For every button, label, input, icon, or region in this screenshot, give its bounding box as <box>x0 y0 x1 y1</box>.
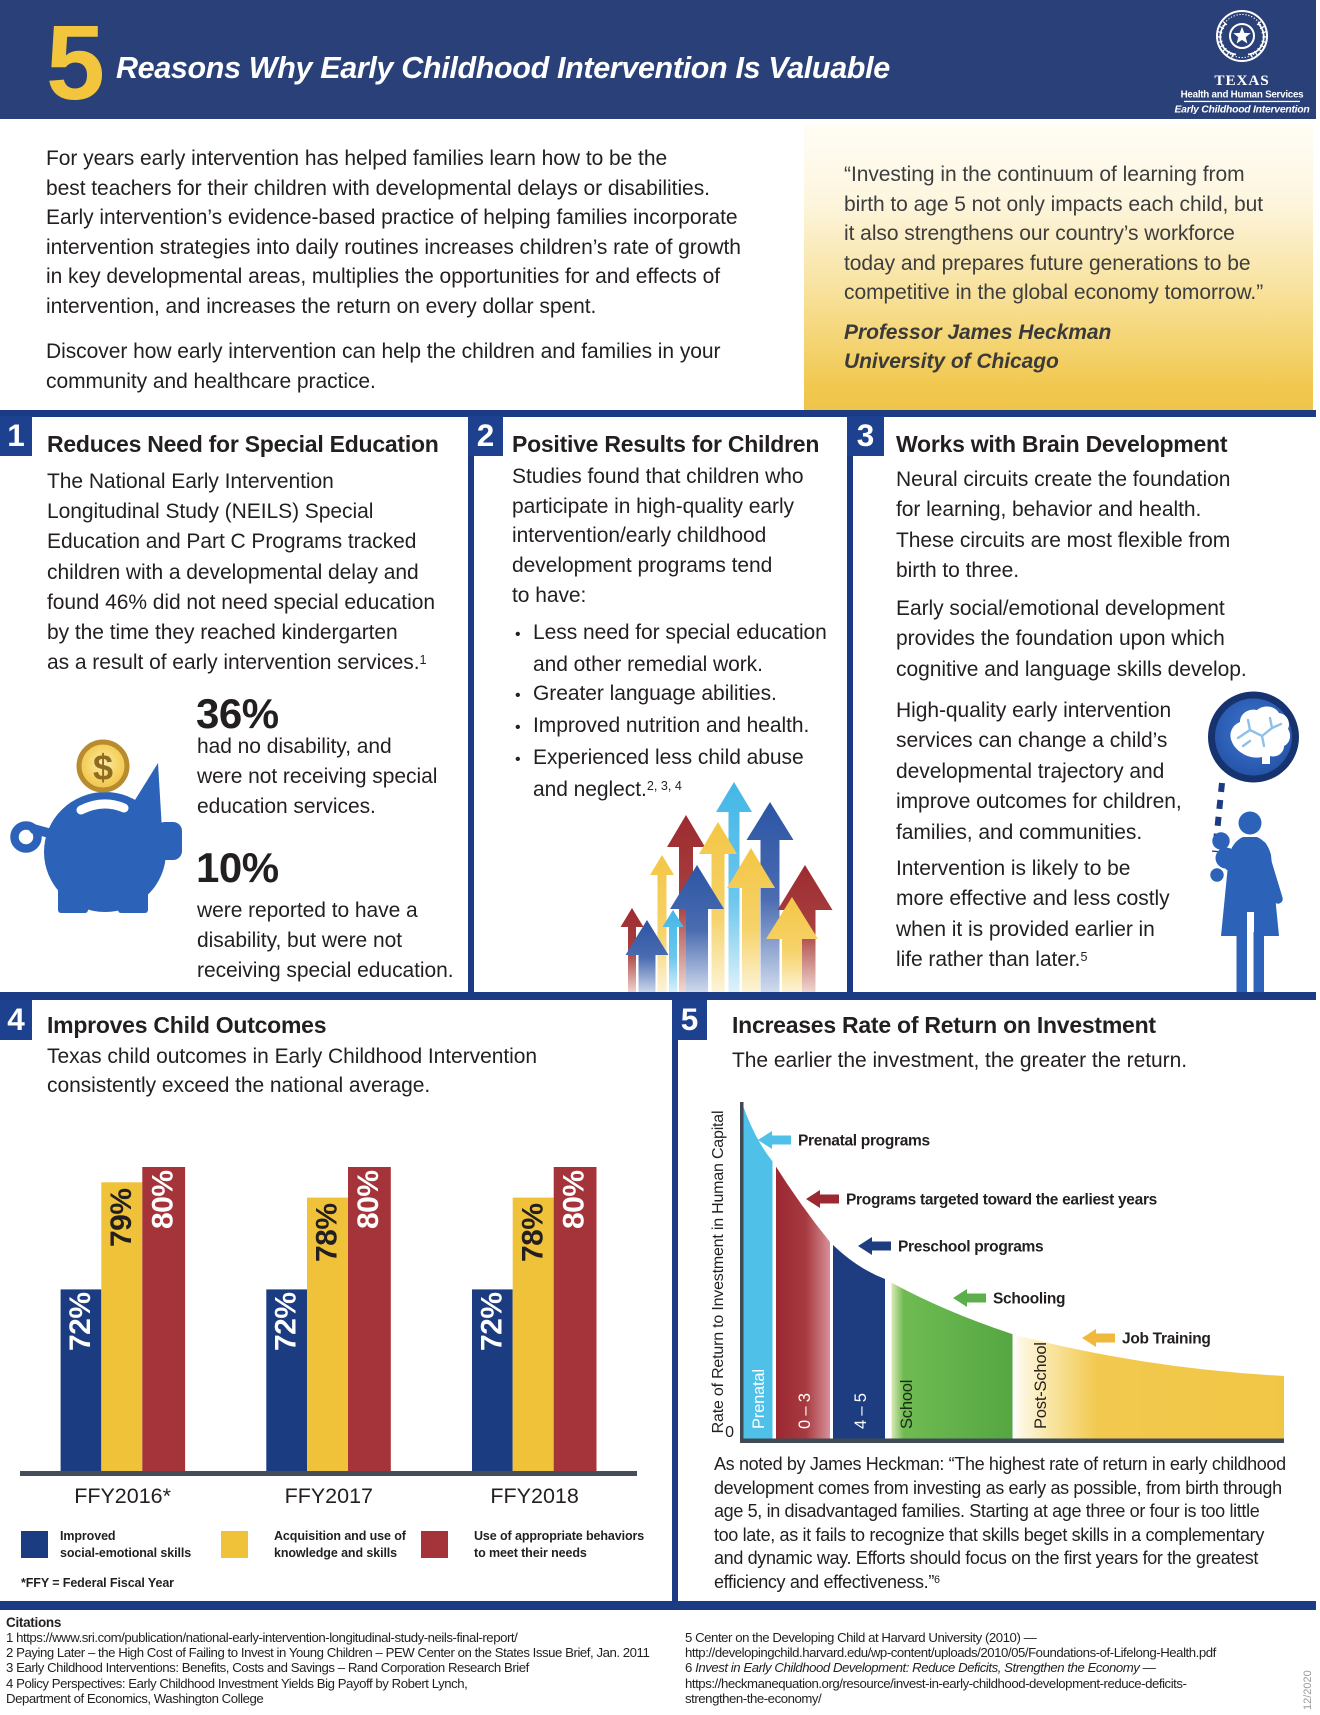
svg-text:4 – 5: 4 – 5 <box>852 1393 870 1429</box>
svg-text:72%: 72% <box>270 1292 303 1351</box>
svg-text:79%: 79% <box>105 1188 138 1247</box>
svg-text:Prenatal: Prenatal <box>750 1369 768 1429</box>
svg-text:FFY2017: FFY2017 <box>285 1484 373 1508</box>
svg-text:72%: 72% <box>64 1292 97 1351</box>
svg-text:Job Training: Job Training <box>1122 1331 1211 1348</box>
svg-text:0: 0 <box>725 1424 734 1441</box>
svg-text:Programs targeted toward the e: Programs targeted toward the earliest ye… <box>846 1192 1157 1209</box>
svg-text:78%: 78% <box>516 1203 549 1262</box>
svg-text:Schooling: Schooling <box>993 1291 1065 1308</box>
svg-text:72%: 72% <box>475 1292 508 1351</box>
svg-text:FFY2016*: FFY2016* <box>74 1484 171 1508</box>
svg-text:School: School <box>898 1380 916 1429</box>
svg-text:80%: 80% <box>352 1170 385 1229</box>
svg-text:80%: 80% <box>147 1170 180 1229</box>
svg-text:Post-School: Post-School <box>1032 1342 1050 1429</box>
svg-text:0 – 3: 0 – 3 <box>796 1393 814 1429</box>
svg-text:Health and Human Services: Health and Human Services <box>1181 90 1305 101</box>
svg-text:$: $ <box>93 747 113 788</box>
svg-text:Preschool programs: Preschool programs <box>898 1239 1043 1256</box>
svg-text:Prenatal programs: Prenatal programs <box>798 1133 930 1150</box>
svg-text:FFY2018: FFY2018 <box>490 1484 578 1508</box>
svg-text:TEXAS: TEXAS <box>1214 72 1269 89</box>
svg-text:78%: 78% <box>311 1203 344 1262</box>
svg-text:Rate of Return to Investment i: Rate of Return to Investment in Human Ca… <box>710 1111 727 1434</box>
svg-text:Early Childhood Intervention: Early Childhood Intervention <box>1174 105 1309 115</box>
svg-text:80%: 80% <box>558 1170 591 1229</box>
